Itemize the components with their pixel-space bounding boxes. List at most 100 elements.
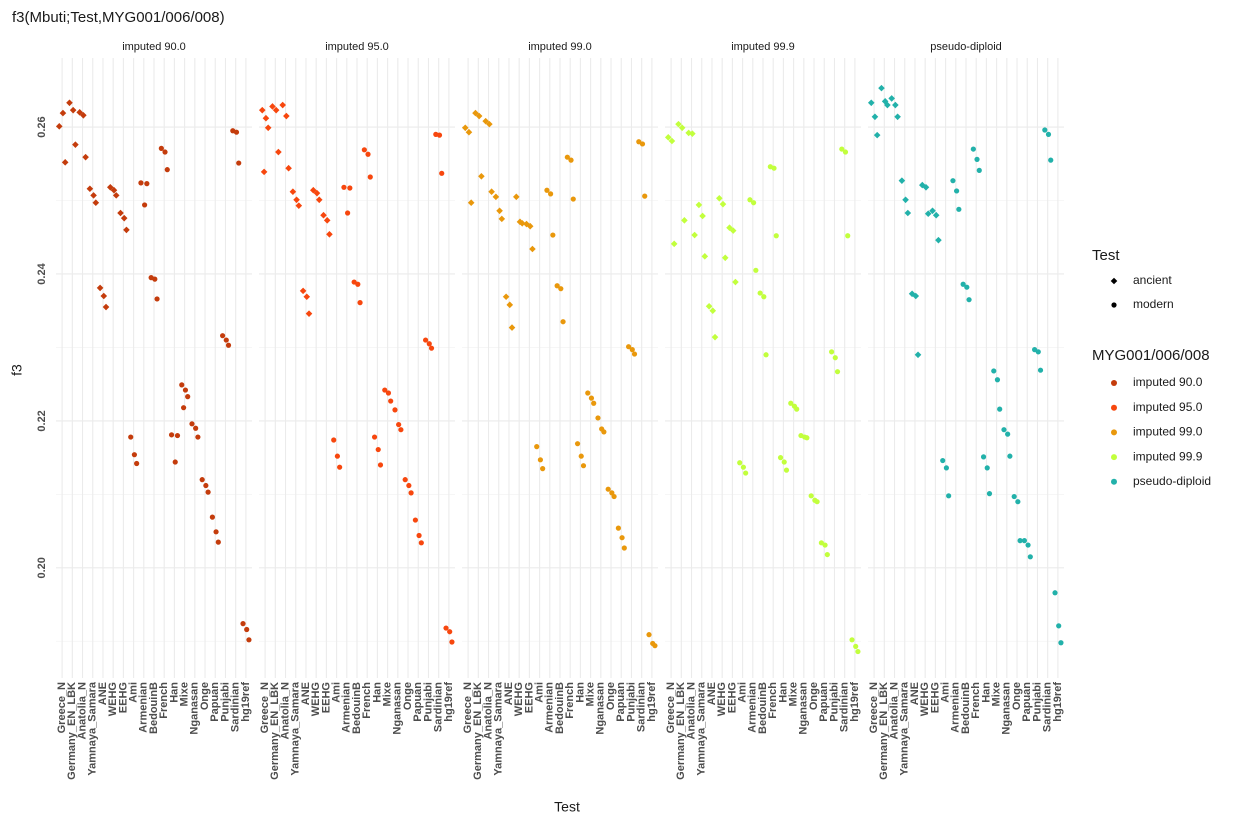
- legend-title: MYG001/006/008: [1092, 347, 1210, 364]
- point: [526, 222, 534, 230]
- point: [334, 453, 340, 459]
- x-tick-label: Germany_EN_LBK: [878, 682, 890, 780]
- point: [675, 120, 682, 128]
- point: [174, 432, 181, 439]
- point: [558, 286, 564, 292]
- point: [320, 211, 327, 219]
- point: [303, 293, 311, 301]
- x-tick-label: Mixe: [991, 682, 1003, 706]
- point: [950, 178, 956, 184]
- x-tick-label: Mixe: [179, 682, 191, 706]
- x-tick-label: Ami: [533, 682, 545, 703]
- point: [681, 217, 688, 224]
- point: [751, 200, 757, 206]
- point: [80, 111, 87, 119]
- point: [213, 529, 219, 535]
- x-tick-label: Mixe: [382, 682, 394, 706]
- point: [719, 200, 727, 208]
- point: [605, 486, 611, 492]
- point: [408, 490, 414, 496]
- legend-symbol: [1111, 478, 1117, 485]
- point: [447, 629, 453, 635]
- x-tick-label: Papuan: [209, 682, 221, 722]
- point: [534, 444, 540, 450]
- x-tick-label: Sardinian: [1042, 682, 1054, 732]
- x-tick-label: BedouinB: [757, 682, 769, 734]
- point: [588, 395, 595, 401]
- x-tick-label: Anatolia_N: [888, 682, 900, 740]
- point: [236, 160, 242, 166]
- x-tick-label: WEHG: [107, 682, 119, 716]
- point: [574, 441, 581, 447]
- point: [260, 168, 268, 176]
- x-tick-label: hg19ref: [849, 682, 861, 722]
- x-tick-label: Onge: [808, 682, 820, 710]
- point: [406, 482, 412, 489]
- point: [919, 181, 926, 189]
- point: [960, 281, 966, 287]
- point: [1007, 453, 1013, 459]
- point: [1045, 131, 1052, 137]
- point: [144, 181, 150, 187]
- point: [61, 159, 69, 166]
- point: [773, 233, 779, 239]
- x-tick-label: Han: [980, 682, 992, 703]
- point: [203, 482, 209, 489]
- point: [371, 434, 378, 440]
- point: [240, 621, 246, 627]
- x-tick-label: French: [564, 682, 576, 719]
- point: [642, 193, 648, 199]
- point: [832, 355, 838, 361]
- point: [492, 193, 500, 201]
- point: [922, 183, 930, 191]
- point: [185, 394, 191, 400]
- point: [331, 437, 337, 443]
- point: [615, 525, 621, 531]
- point: [388, 398, 394, 404]
- point: [670, 240, 678, 248]
- point: [449, 639, 455, 645]
- x-tick-label: Germany_EN_LBK: [472, 682, 484, 780]
- point: [970, 146, 976, 152]
- point: [439, 170, 445, 176]
- x-tick-label: hg19ref: [1052, 682, 1064, 722]
- point: [55, 123, 63, 130]
- point: [337, 464, 343, 470]
- point: [131, 452, 137, 458]
- point: [315, 196, 323, 204]
- x-tick-label: Armenian: [341, 682, 353, 733]
- point: [82, 153, 89, 161]
- point: [193, 425, 199, 431]
- x-tick-label: Greece_N: [56, 682, 68, 733]
- point: [272, 106, 280, 114]
- point: [258, 106, 266, 114]
- point: [554, 283, 560, 289]
- x-tick-label: Yamnaya_Samara: [87, 681, 99, 775]
- point: [244, 626, 250, 633]
- x-tick-label: Punjabi: [828, 682, 840, 722]
- point: [110, 186, 118, 194]
- x-tick-label: Germany_EN_LBK: [269, 682, 281, 780]
- point: [548, 191, 554, 197]
- point: [502, 293, 510, 301]
- point: [898, 177, 906, 184]
- point: [402, 477, 408, 483]
- point: [842, 149, 849, 155]
- point: [966, 297, 972, 303]
- point: [946, 493, 952, 499]
- point: [845, 233, 851, 239]
- point: [601, 429, 607, 435]
- point: [117, 209, 124, 217]
- point: [585, 390, 591, 396]
- x-tick-label: Sardinian: [636, 682, 648, 732]
- point: [112, 192, 120, 199]
- point: [804, 435, 810, 441]
- point: [264, 124, 272, 132]
- point: [310, 186, 317, 194]
- x-tick-label: Punjabi: [1031, 682, 1043, 722]
- point: [305, 310, 313, 317]
- point: [689, 130, 696, 137]
- x-tick-label: Ami: [330, 682, 342, 703]
- legend-title: Test: [1092, 247, 1120, 264]
- point: [726, 224, 733, 231]
